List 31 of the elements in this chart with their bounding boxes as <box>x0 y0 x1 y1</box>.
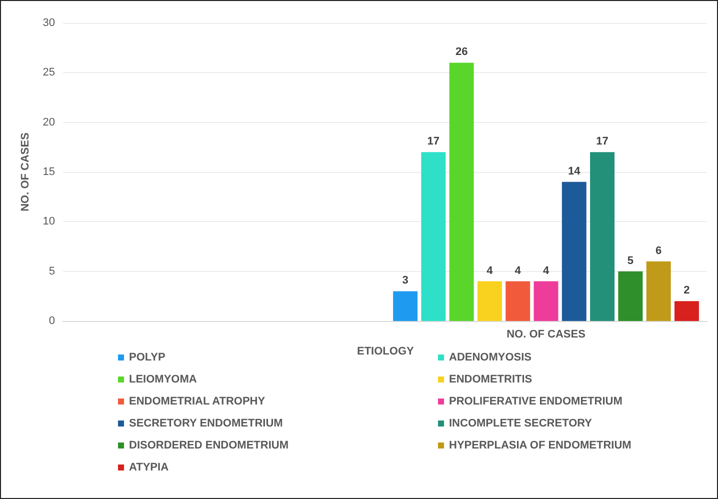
data-label: 4 <box>542 264 550 277</box>
data-label: 4 <box>486 264 494 277</box>
data-label: 3 <box>402 274 408 287</box>
data-label: 17 <box>596 136 608 148</box>
data-label: 26 <box>455 46 468 58</box>
data-label: 4 <box>514 264 522 277</box>
legend-label: SECRETORY ENDOMETRIUM <box>129 418 283 430</box>
data-label: 17 <box>427 136 440 148</box>
y-tick-label: 20 <box>42 116 55 128</box>
y-tick-label: 30 <box>42 17 55 29</box>
legend-label: ADENOMYOSIS <box>449 352 532 364</box>
legend-label: POLYP <box>129 352 166 364</box>
legend-label: INCOMPLETE SECRETORY <box>449 418 593 430</box>
data-label: 2 <box>684 284 690 297</box>
legend-label: ENDOMETRIAL ATROPHY <box>129 396 266 408</box>
data-label: 5 <box>627 254 634 267</box>
legend-label: LEIOMYOMA <box>129 374 197 386</box>
y-axis-title: NO. OF CASES <box>20 132 32 212</box>
y-tick-label: 5 <box>48 265 55 278</box>
legend-title: ETIOLOGY <box>357 346 414 358</box>
legend-label: ENDOMETRITIS <box>449 374 532 386</box>
y-tick-label: 15 <box>42 166 55 178</box>
y-tick-label: 10 <box>42 216 55 228</box>
y-tick-label: 25 <box>42 66 55 79</box>
data-label: 6 <box>656 244 662 257</box>
legend-label: DISORDERED ENDOMETRIUM <box>129 440 289 452</box>
data-label: 14 <box>568 165 582 178</box>
legend-label: HYPERPLASIA OF ENDOMETRIUM <box>449 440 632 452</box>
legend-label: PROLIFERATIVE ENDOMETRIUM <box>449 396 622 408</box>
legend-label: ATYPIA <box>129 462 169 474</box>
y-tick-label: 0 <box>48 315 55 327</box>
